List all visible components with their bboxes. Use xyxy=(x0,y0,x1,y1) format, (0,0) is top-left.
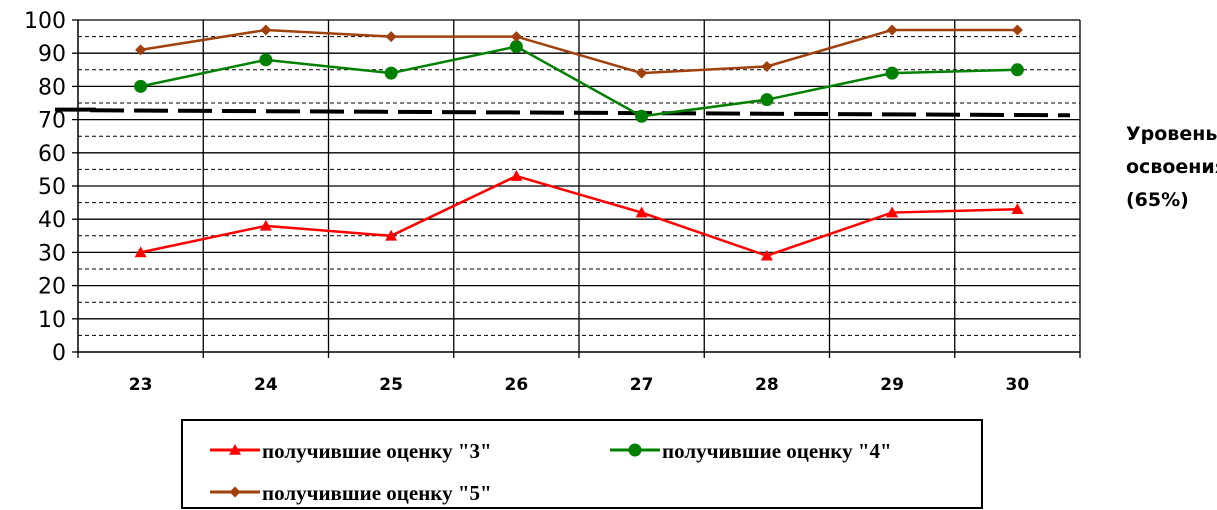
x-tick-label: 30 xyxy=(1006,375,1030,395)
threshold-line-group xyxy=(89,108,1071,118)
legend-label-grade-5: получившие оценку "5" xyxy=(262,481,492,505)
series-1 xyxy=(134,170,1024,261)
data-point-triangle xyxy=(760,249,773,261)
threshold-line xyxy=(89,108,1071,118)
x-tick-label: 29 xyxy=(880,375,904,395)
y-axis-ticks: 0 10 20 30 40 50 60 70 80 90 100 xyxy=(24,9,78,366)
threshold-label-line-3: (65%) xyxy=(1126,189,1189,211)
data-point-circle xyxy=(509,40,523,54)
y-tick-label: 30 xyxy=(38,241,66,266)
data-point-circle xyxy=(1010,63,1024,77)
x-axis-ticks: 23 24 25 26 27 28 29 30 xyxy=(77,352,1081,395)
data-point-triangle xyxy=(510,170,523,181)
x-tick-label: 27 xyxy=(630,375,654,395)
legend-label-grade-3: получившие оценку "3" xyxy=(262,439,492,463)
data-point-circle xyxy=(134,79,148,93)
legend-box xyxy=(181,419,983,509)
series-line xyxy=(140,28,1018,75)
y-tick-label: 50 xyxy=(38,175,66,200)
data-point-triangle xyxy=(259,219,272,231)
y-tick-label: 40 xyxy=(38,208,66,233)
data-point-circle xyxy=(885,66,899,80)
y-tick-label: 10 xyxy=(38,308,66,333)
y-tick-label: 80 xyxy=(38,75,66,100)
data-point-diamond xyxy=(135,44,147,56)
y-tick-label: 0 xyxy=(52,341,66,366)
x-tick-label: 23 xyxy=(129,375,153,395)
legend-swatches xyxy=(210,443,660,498)
series-3 xyxy=(135,24,1023,79)
data-point-triangle xyxy=(134,246,147,258)
y-tick-label: 70 xyxy=(38,109,66,134)
grid xyxy=(78,19,1081,352)
data-point-triangle xyxy=(635,206,648,218)
data-point-diamond xyxy=(385,31,397,43)
data-point-diamond xyxy=(636,67,648,79)
data-point-triangle xyxy=(1011,203,1024,215)
x-tick-label: 24 xyxy=(254,375,278,395)
data-point-circle xyxy=(384,66,398,80)
x-tick-label: 26 xyxy=(505,375,529,395)
data-point-diamond xyxy=(886,24,898,36)
y-tick-label: 20 xyxy=(38,275,66,300)
series-group xyxy=(134,24,1024,261)
data-point-triangle xyxy=(385,229,398,241)
x-tick-label: 28 xyxy=(755,375,779,395)
y-tick-label: 100 xyxy=(24,9,66,34)
threshold-label-line-1: Уровень xyxy=(1126,123,1217,145)
y-tick-label: 60 xyxy=(38,142,66,167)
data-point-diamond xyxy=(229,486,241,498)
series-line xyxy=(140,45,1018,118)
data-point-circle xyxy=(628,443,642,457)
x-tick-label: 25 xyxy=(379,375,403,395)
y-tick-label: 90 xyxy=(38,42,66,67)
data-point-circle xyxy=(760,93,774,107)
data-point-diamond xyxy=(1011,24,1023,36)
data-point-triangle xyxy=(229,444,241,455)
data-point-diamond xyxy=(260,24,272,36)
data-point-diamond xyxy=(510,31,522,43)
series-2 xyxy=(134,40,1024,123)
series-line xyxy=(140,174,1018,258)
data-point-triangle xyxy=(886,206,899,218)
legend: получившие оценку "3" получившие оценку … xyxy=(181,419,983,509)
threshold-annotation: Уровень освоения (65%) xyxy=(1126,123,1217,211)
data-point-circle xyxy=(635,109,649,123)
data-point-circle xyxy=(259,53,273,67)
data-point-diamond xyxy=(761,60,773,72)
threshold-label-line-2: освоения xyxy=(1126,156,1217,178)
legend-label-grade-4: получившие оценку "4" xyxy=(662,439,892,463)
